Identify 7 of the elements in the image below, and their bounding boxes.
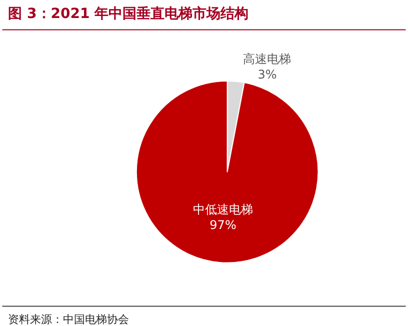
text: 资料来源：中国电梯协会 — [8, 313, 129, 326]
slice-label: 中低速电梯 — [193, 202, 254, 216]
slice-label: 高速电梯 — [243, 52, 292, 66]
data-label: 97% — [210, 218, 236, 232]
chart-title: 图 3：2021 年中国垂直电梯市场结构 — [8, 4, 249, 22]
pie-slice — [136, 80, 319, 264]
data-label: 3% — [258, 67, 277, 82]
